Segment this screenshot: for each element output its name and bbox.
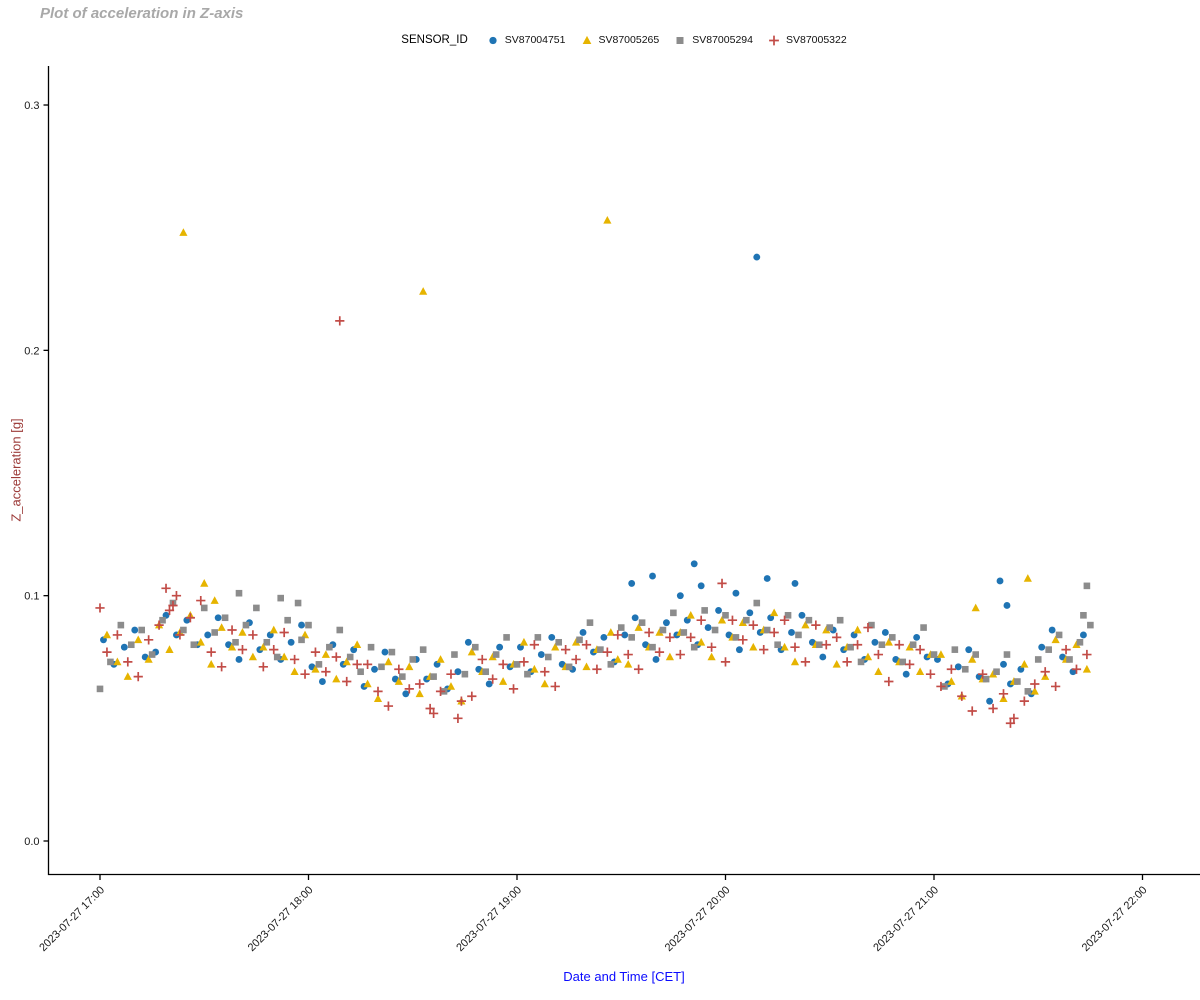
x-tick-label: 2023-07-27 19:00 [454, 884, 524, 954]
legend-item-label: SV87005294 [692, 34, 753, 46]
x-axis-label: Date and Time [CET] [563, 969, 685, 984]
y-tick-label: 0.1 [24, 591, 39, 603]
y-tick-label: 0.3 [24, 100, 39, 112]
legend-title: SENSOR_ID [401, 34, 468, 46]
x-tick-label: 2023-07-27 20:00 [663, 884, 733, 954]
legend-item-SV87005294: SV87005294 [673, 33, 753, 47]
x-tick-label: 2023-07-27 22:00 [1080, 884, 1150, 954]
axes [47, 66, 1200, 876]
y-tick-label: 0.2 [24, 345, 39, 357]
legend-item-label: SV87005322 [785, 34, 847, 46]
y-axis-ticks: 0.0 0.1 0.2 0.3 [24, 100, 49, 848]
legend-item-label: SV87005265 [598, 34, 660, 46]
legend: SENSOR_ID SV87004751 SV87005265 SV87005294… [48, 33, 1200, 47]
x-tick-label: 2023-07-27 17:00 [37, 884, 107, 954]
x-axis-ticks: 2023-07-27 17:00 2023-07-27 18:00 2023-07-… [37, 874, 1150, 954]
series-points-SV87004751 [100, 253, 1087, 705]
legend-item-SV87004751: SV87004751 [486, 33, 566, 47]
circle-marker-icon [489, 36, 497, 45]
triangle-marker-icon [582, 35, 591, 44]
y-tick-label: 0.0 [24, 836, 39, 848]
y-axis-label: Z_acceleration [g] [8, 418, 24, 522]
chart-title: Plot of acceleration in Z-axis [40, 5, 244, 22]
series-points-SV87005265 [102, 215, 1091, 705]
x-tick-label: 2023-07-27 21:00 [871, 884, 941, 954]
legend-item-label: SV87004751 [504, 34, 566, 46]
series-points-SV87005294 [96, 582, 1094, 695]
series-points-SV87005322 [95, 316, 1092, 728]
legend-item-SV87005265: SV87005265 [580, 33, 660, 47]
x-tick-label: 2023-07-27 18:00 [246, 884, 316, 954]
legend-item-SV87005322: SV87005322 [767, 33, 847, 47]
square-marker-icon [676, 37, 684, 44]
plus-marker-icon [769, 35, 779, 46]
